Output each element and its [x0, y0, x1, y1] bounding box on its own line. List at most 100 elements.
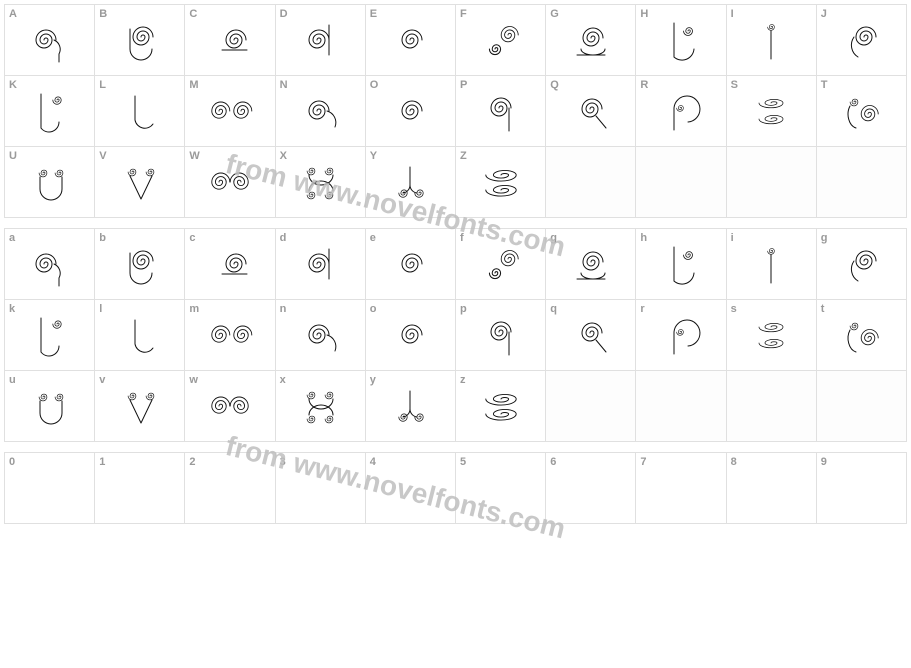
glyph-icon — [456, 76, 545, 146]
glyph-cell: 8 — [727, 453, 817, 524]
glyph-icon — [185, 229, 274, 299]
glyph-icon — [456, 229, 545, 299]
glyph-icon — [5, 147, 94, 217]
glyph-cell: F — [456, 5, 546, 76]
glyph-label: S — [731, 79, 738, 91]
glyph-icon — [95, 147, 184, 217]
glyph-cell: O — [366, 76, 456, 147]
glyph-label: a — [9, 232, 15, 244]
glyph-icon — [636, 5, 725, 75]
glyph-label: G — [550, 8, 559, 20]
glyph-icon — [817, 5, 906, 75]
glyph-cell: x — [276, 371, 366, 442]
glyph-label: g — [821, 232, 828, 244]
glyph-cell: D — [276, 5, 366, 76]
glyph-label: K — [9, 79, 17, 91]
glyph-label: v — [99, 374, 105, 386]
glyph-cell: G — [546, 5, 636, 76]
glyph-cell: a — [5, 229, 95, 300]
glyph-icon — [546, 300, 635, 370]
glyph-label: d — [280, 232, 287, 244]
glyph-cell: 3 — [276, 453, 366, 524]
glyph-label: p — [460, 303, 467, 315]
glyph-icon — [817, 76, 906, 146]
glyph-cell: e — [366, 229, 456, 300]
glyph-cell-blank — [727, 147, 817, 218]
glyph-grid-block: 0123456789 — [4, 452, 907, 524]
glyph-grid-block: abcdefghigklmnopqrstuvwxyz — [4, 228, 907, 442]
glyph-cell-blank — [636, 371, 726, 442]
glyph-cell: Z — [456, 147, 546, 218]
glyph-label: C — [189, 8, 197, 20]
glyph-icon — [636, 76, 725, 146]
glyph-icon — [5, 371, 94, 441]
glyph-cell: k — [5, 300, 95, 371]
glyph-cell-blank — [817, 147, 907, 218]
glyph-cell: Y — [366, 147, 456, 218]
glyph-icon — [366, 147, 455, 217]
glyph-cell-blank — [727, 371, 817, 442]
glyph-label: 1 — [99, 456, 105, 468]
glyph-icon — [817, 229, 906, 299]
glyph-label: c — [189, 232, 195, 244]
glyph-label: q — [550, 303, 557, 315]
glyph-icon — [276, 371, 365, 441]
glyph-icon — [95, 229, 184, 299]
glyph-cell: 4 — [366, 453, 456, 524]
glyph-cell: E — [366, 5, 456, 76]
glyph-icon — [185, 76, 274, 146]
glyph-cell: J — [817, 5, 907, 76]
glyph-cell: g — [817, 229, 907, 300]
glyph-label: P — [460, 79, 467, 91]
glyph-label: H — [640, 8, 648, 20]
glyph-icon — [366, 371, 455, 441]
glyph-cell-blank — [546, 147, 636, 218]
glyph-label: e — [370, 232, 376, 244]
glyph-icon — [5, 5, 94, 75]
glyph-cell: h — [636, 229, 726, 300]
glyph-label: r — [640, 303, 644, 315]
glyph-label: Z — [460, 150, 467, 162]
glyph-icon — [546, 76, 635, 146]
glyph-label: h — [640, 232, 647, 244]
glyph-label: I — [731, 8, 734, 20]
glyph-label: x — [280, 374, 286, 386]
glyph-cell: 1 — [95, 453, 185, 524]
glyph-label: w — [189, 374, 198, 386]
glyph-cell: y — [366, 371, 456, 442]
glyph-label: 9 — [821, 456, 827, 468]
glyph-cell: A — [5, 5, 95, 76]
glyph-cell-blank — [817, 371, 907, 442]
glyph-icon — [95, 5, 184, 75]
glyph-icon — [276, 300, 365, 370]
glyph-cell: L — [95, 76, 185, 147]
glyph-icon — [456, 371, 545, 441]
glyph-icon — [727, 300, 816, 370]
glyph-icon — [185, 371, 274, 441]
glyph-cell: Q — [546, 76, 636, 147]
glyph-label: Q — [550, 79, 559, 91]
glyph-label: J — [821, 8, 827, 20]
glyph-label: O — [370, 79, 379, 91]
glyph-icon — [276, 229, 365, 299]
glyph-label: 7 — [640, 456, 646, 468]
glyph-label: X — [280, 150, 287, 162]
glyph-label: 5 — [460, 456, 466, 468]
glyph-cell: S — [727, 76, 817, 147]
glyph-label: A — [9, 8, 17, 20]
glyph-cell: 9 — [817, 453, 907, 524]
glyph-cell: M — [185, 76, 275, 147]
glyph-cell-blank — [636, 147, 726, 218]
glyph-cell: s — [727, 300, 817, 371]
glyph-icon — [727, 229, 816, 299]
glyph-label: y — [370, 374, 376, 386]
glyph-cell: f — [456, 229, 546, 300]
glyph-cell: p — [456, 300, 546, 371]
glyph-label: o — [370, 303, 377, 315]
glyph-cell: U — [5, 147, 95, 218]
glyph-label: Y — [370, 150, 377, 162]
glyph-label: T — [821, 79, 828, 91]
glyph-cell: P — [456, 76, 546, 147]
glyph-cell-blank — [546, 371, 636, 442]
glyph-cell: t — [817, 300, 907, 371]
